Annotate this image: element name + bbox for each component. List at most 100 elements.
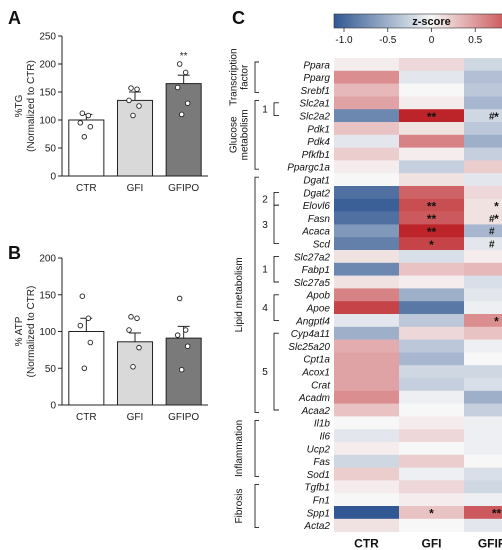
gene-label: Slc27a5: [294, 278, 331, 289]
subgroup-label: 5: [262, 367, 268, 378]
heatmap-cell: [399, 186, 464, 200]
gene-label: Scd: [313, 240, 331, 251]
heatmap-cell: [399, 454, 464, 468]
data-point: [87, 123, 94, 130]
y-tick-label: 100: [39, 116, 56, 127]
x-tick-label: GFIPO: [168, 412, 199, 423]
heatmap-cell: [399, 198, 464, 212]
x-tick-label: CTR: [76, 183, 97, 194]
gene-label: Slc27a2: [294, 252, 331, 263]
x-tick-label: CTR: [76, 412, 97, 423]
gene-label: Il1b: [314, 419, 331, 430]
heatmap-cell: [464, 211, 502, 225]
heatmap-cell: [464, 275, 502, 289]
data-point: [134, 315, 140, 322]
significance-mark: **: [427, 199, 437, 213]
y-axis-label: %TG: [14, 94, 25, 117]
significance-mark: *: [429, 238, 434, 252]
y-tick-label: 0: [50, 172, 56, 183]
subgroup-label: 1: [262, 265, 268, 276]
heatmap-cell: [399, 390, 464, 404]
heatmap-cell: [399, 58, 464, 72]
heatmap-cell: [334, 83, 399, 97]
gene-label: Sod1: [307, 470, 330, 481]
heatmap-cell: [399, 429, 464, 443]
heatmap-cell: [399, 352, 464, 366]
heatmap-cell: [399, 262, 464, 276]
heatmap-cell: [334, 96, 399, 110]
column-label: GFI: [422, 537, 442, 550]
heatmap-cell: [399, 173, 464, 187]
heatmap-cell: [464, 224, 502, 238]
panel-a-letter: A: [8, 8, 21, 28]
gene-label: Acadm: [298, 393, 330, 404]
heatmap-cell: [334, 58, 399, 72]
heatmap-cell: [399, 365, 464, 379]
x-tick-label: GFIPO: [168, 183, 199, 194]
data-point: [77, 322, 84, 329]
heatmap-cell: [334, 314, 399, 328]
heatmap-cell: [334, 275, 399, 289]
gene-label: Srebf1: [301, 86, 330, 97]
heatmap-cell: [464, 198, 502, 212]
category-label: factor: [240, 64, 251, 90]
heatmap-cell: [464, 186, 502, 200]
heatmap-cell: [399, 378, 464, 392]
heatmap-cell: [399, 83, 464, 97]
data-point: [81, 365, 88, 371]
heatmap-cell: [334, 403, 399, 417]
data-point: [81, 134, 88, 140]
hash-mark: #: [489, 112, 495, 123]
y-tick-label: 100: [39, 327, 56, 338]
data-point: [182, 327, 189, 333]
gene-label: Ucp2: [307, 444, 331, 455]
gene-label: Pdk1: [307, 124, 330, 135]
heatmap-cell: [464, 147, 502, 161]
heatmap-cell: [334, 429, 399, 443]
gene-label: Apob: [306, 291, 331, 302]
heatmap-cell: [334, 224, 399, 238]
heatmap-cell: [399, 467, 464, 481]
data-point: [184, 100, 191, 106]
heatmap-cell: [334, 454, 399, 468]
category-bracket: [254, 99, 259, 170]
y-tick-label: 200: [39, 60, 56, 71]
data-point: [176, 295, 183, 302]
y-tick-label: 200: [39, 254, 56, 265]
category-label: Transcription: [229, 48, 240, 105]
heatmap-cell: [464, 365, 502, 379]
heatmap-cell: [334, 237, 399, 251]
heatmap-cell: [334, 134, 399, 148]
significance-mark: *: [494, 212, 499, 226]
heatmap-cell: [399, 109, 464, 123]
heatmap-cell: [334, 518, 399, 532]
category-bracket: [254, 61, 259, 93]
data-point: [79, 110, 86, 117]
gene-label: Tgfb1: [304, 483, 330, 494]
column-label: GFIPO: [478, 537, 502, 550]
heatmap-cell: [334, 109, 399, 123]
gene-label: Elovl6: [303, 201, 331, 212]
subgroup-bracket: [273, 332, 279, 411]
gene-label: Ppargc1a: [287, 163, 330, 174]
gene-label: Cyp4a11: [291, 329, 330, 340]
gene-label: Acta2: [303, 521, 330, 532]
heatmap-cell: [464, 403, 502, 417]
heatmap-cell: [399, 301, 464, 315]
heatmap-cell: [334, 122, 399, 136]
gene-label: Angptl4: [295, 316, 330, 327]
data-point: [136, 103, 142, 109]
significance-mark: *: [429, 507, 434, 521]
heatmap-cell: [334, 198, 399, 212]
data-point: [128, 314, 134, 320]
heatmap-cell: [334, 506, 399, 520]
category-label: Lipid metabolism: [234, 257, 245, 332]
category-label: Glucose: [229, 116, 240, 153]
bar-ctr: [68, 119, 105, 177]
heatmap-cell: [334, 288, 399, 302]
heatmap-cell: [334, 480, 399, 494]
gene-label: Fasn: [308, 214, 331, 225]
heatmap-cell: [464, 237, 502, 251]
heatmap-cell: [464, 122, 502, 136]
category-bracket: [254, 176, 259, 413]
